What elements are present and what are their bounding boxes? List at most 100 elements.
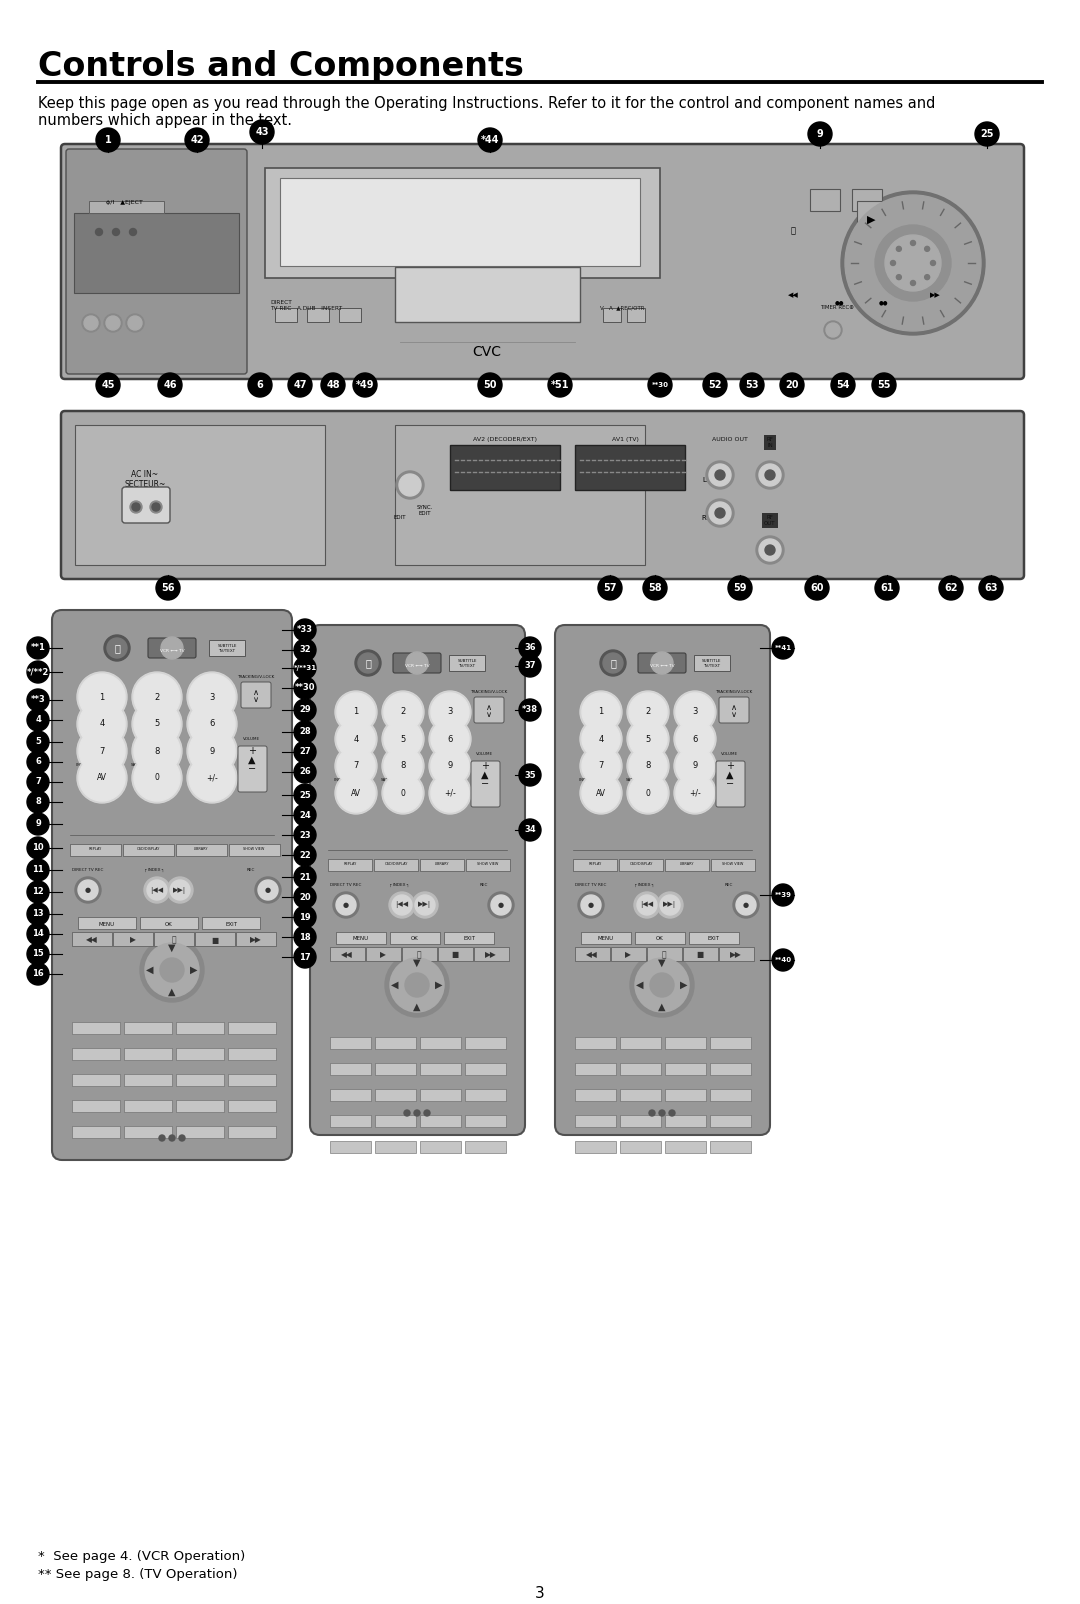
Circle shape	[321, 374, 345, 398]
Text: ⏻: ⏻	[114, 643, 120, 653]
Circle shape	[170, 881, 190, 900]
Bar	[265, 168, 660, 277]
Bar	[124, 1126, 172, 1137]
Circle shape	[187, 699, 237, 749]
Text: INPUT SELECT: INPUT SELECT	[76, 764, 104, 767]
Circle shape	[831, 374, 855, 398]
Text: 59: 59	[733, 582, 746, 593]
Circle shape	[519, 654, 541, 677]
Circle shape	[765, 545, 775, 555]
FancyBboxPatch shape	[60, 411, 1024, 579]
Bar	[330, 1089, 372, 1100]
Bar	[620, 1089, 661, 1100]
Circle shape	[548, 374, 572, 398]
Text: 0: 0	[401, 789, 405, 797]
Text: ∧
∨: ∧ ∨	[253, 688, 259, 704]
Circle shape	[756, 460, 784, 489]
Circle shape	[147, 881, 167, 900]
Circle shape	[130, 500, 141, 513]
Text: ▶▶: ▶▶	[930, 292, 941, 298]
Bar	[140, 917, 198, 929]
Circle shape	[335, 719, 377, 760]
Circle shape	[674, 744, 716, 788]
Text: 5: 5	[35, 738, 41, 746]
Circle shape	[384, 775, 422, 812]
Circle shape	[643, 576, 667, 600]
Text: ▶: ▶	[380, 951, 386, 959]
Circle shape	[382, 744, 424, 788]
Circle shape	[132, 504, 140, 512]
Bar	[390, 932, 440, 945]
Circle shape	[355, 650, 381, 675]
Circle shape	[382, 772, 424, 813]
Circle shape	[82, 314, 100, 332]
Bar	[72, 932, 112, 946]
Text: TRACKING/V-LOCK: TRACKING/V-LOCK	[471, 690, 508, 695]
Circle shape	[294, 760, 316, 783]
Circle shape	[488, 892, 514, 917]
Bar	[465, 1089, 507, 1100]
Circle shape	[132, 727, 183, 776]
Circle shape	[294, 866, 316, 889]
Text: 11: 11	[32, 866, 44, 874]
Circle shape	[27, 637, 49, 659]
Text: ┌ INDEX ┐: ┌ INDEX ┐	[389, 882, 409, 887]
Bar	[228, 1047, 276, 1060]
Text: REPLAY: REPLAY	[589, 861, 602, 866]
Text: RF
OUT: RF OUT	[765, 515, 775, 526]
Text: **30: **30	[295, 683, 315, 693]
Circle shape	[333, 892, 359, 917]
Text: *44: *44	[481, 135, 499, 144]
Text: DIRECT TV REC: DIRECT TV REC	[575, 882, 606, 887]
Text: EXIT: EXIT	[463, 937, 475, 942]
Text: +
▲
−: + ▲ −	[726, 760, 734, 789]
Circle shape	[629, 693, 667, 731]
FancyBboxPatch shape	[52, 610, 292, 1160]
Text: TIMER REC⊕: TIMER REC⊕	[820, 305, 854, 310]
Text: 0: 0	[646, 789, 650, 797]
Bar	[339, 308, 361, 322]
Text: 1: 1	[353, 707, 359, 717]
Text: 45: 45	[102, 380, 114, 390]
Circle shape	[104, 635, 130, 661]
Circle shape	[415, 895, 435, 914]
Bar	[228, 1100, 276, 1112]
Text: LIBRARY: LIBRARY	[435, 861, 449, 866]
Circle shape	[429, 744, 471, 788]
Text: ⏸: ⏸	[172, 935, 176, 945]
Circle shape	[637, 895, 657, 914]
Circle shape	[187, 727, 237, 776]
Circle shape	[189, 755, 235, 800]
Bar	[328, 860, 372, 871]
Circle shape	[294, 722, 316, 743]
Text: AV2 (DECODER/EXT): AV2 (DECODER/EXT)	[473, 436, 537, 443]
Circle shape	[824, 321, 842, 338]
Circle shape	[112, 228, 120, 236]
Text: SAT: SAT	[381, 778, 389, 783]
Circle shape	[134, 755, 180, 800]
Bar	[575, 946, 610, 961]
Circle shape	[759, 539, 781, 561]
Text: 9: 9	[692, 762, 698, 770]
Text: VCR ←→ TV: VCR ←→ TV	[650, 664, 674, 667]
Bar	[420, 1115, 461, 1128]
Circle shape	[735, 895, 756, 914]
Bar	[474, 946, 509, 961]
Bar	[330, 1140, 372, 1153]
Bar	[575, 1089, 616, 1100]
Bar	[75, 213, 239, 294]
Circle shape	[77, 752, 127, 804]
Circle shape	[627, 744, 669, 788]
Circle shape	[336, 895, 356, 914]
Circle shape	[657, 892, 683, 917]
Bar	[710, 1063, 751, 1075]
Bar	[603, 308, 621, 322]
Bar	[635, 932, 685, 945]
Circle shape	[649, 1110, 654, 1116]
Text: VOLUME: VOLUME	[476, 752, 494, 755]
Bar	[330, 1038, 372, 1049]
Text: 61: 61	[880, 582, 894, 593]
Text: MENU: MENU	[99, 922, 116, 927]
Circle shape	[96, 374, 120, 398]
Circle shape	[258, 881, 278, 900]
